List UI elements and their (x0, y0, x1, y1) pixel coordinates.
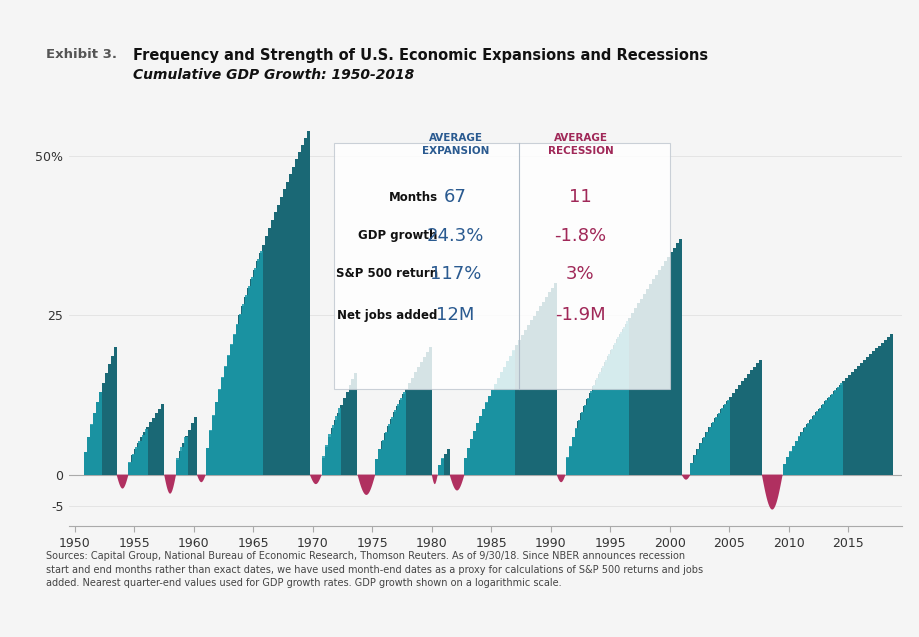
Text: 11: 11 (569, 189, 591, 206)
Polygon shape (176, 437, 187, 475)
Polygon shape (449, 475, 464, 490)
Polygon shape (690, 360, 761, 475)
Text: S&P 500 return: S&P 500 return (335, 268, 437, 280)
Polygon shape (310, 475, 322, 484)
Polygon shape (117, 475, 129, 489)
Polygon shape (437, 458, 444, 475)
Polygon shape (782, 334, 891, 475)
Text: AVERAGE
RECESSION: AVERAGE RECESSION (547, 133, 613, 156)
Polygon shape (431, 475, 437, 484)
Text: Months: Months (388, 191, 437, 204)
Polygon shape (206, 251, 263, 475)
Polygon shape (322, 408, 341, 475)
Polygon shape (782, 383, 843, 475)
Polygon shape (681, 475, 690, 480)
Polygon shape (206, 131, 310, 475)
Text: 24.3%: 24.3% (426, 227, 483, 245)
Polygon shape (129, 404, 164, 475)
Text: Cumulative GDP Growth: 1950-2018: Cumulative GDP Growth: 1950-2018 (133, 68, 414, 82)
Text: -1.9M: -1.9M (554, 306, 605, 324)
Text: 117%: 117% (429, 265, 481, 283)
Polygon shape (464, 350, 515, 475)
Bar (334, 143, 669, 389)
Text: Exhibit 3.: Exhibit 3. (46, 48, 117, 61)
Polygon shape (322, 373, 357, 475)
Polygon shape (84, 347, 117, 475)
Polygon shape (375, 347, 431, 475)
Text: Frequency and Strength of U.S. Economic Expansions and Recessions: Frequency and Strength of U.S. Economic … (133, 48, 708, 63)
Text: 67: 67 (444, 189, 467, 206)
Text: Net jobs added: Net jobs added (337, 309, 437, 322)
Text: Sources: Capital Group, National Bureau of Economic Research, Thomson Reuters. A: Sources: Capital Group, National Bureau … (46, 551, 702, 588)
Polygon shape (176, 417, 197, 475)
Text: AVERAGE
EXPANSION: AVERAGE EXPANSION (422, 133, 489, 156)
Polygon shape (164, 475, 176, 494)
Polygon shape (375, 392, 406, 475)
Polygon shape (84, 392, 102, 475)
Text: 3%: 3% (565, 265, 594, 283)
Polygon shape (129, 429, 148, 475)
Polygon shape (197, 475, 206, 482)
Polygon shape (464, 283, 556, 475)
Text: -1.8%: -1.8% (554, 227, 606, 245)
Polygon shape (690, 400, 729, 475)
Polygon shape (556, 475, 565, 482)
Polygon shape (761, 475, 782, 510)
Text: GDP growth: GDP growth (358, 229, 437, 242)
Polygon shape (565, 321, 629, 475)
Polygon shape (437, 449, 449, 475)
Polygon shape (357, 475, 375, 495)
Polygon shape (565, 239, 681, 475)
Text: 12M: 12M (436, 306, 474, 324)
